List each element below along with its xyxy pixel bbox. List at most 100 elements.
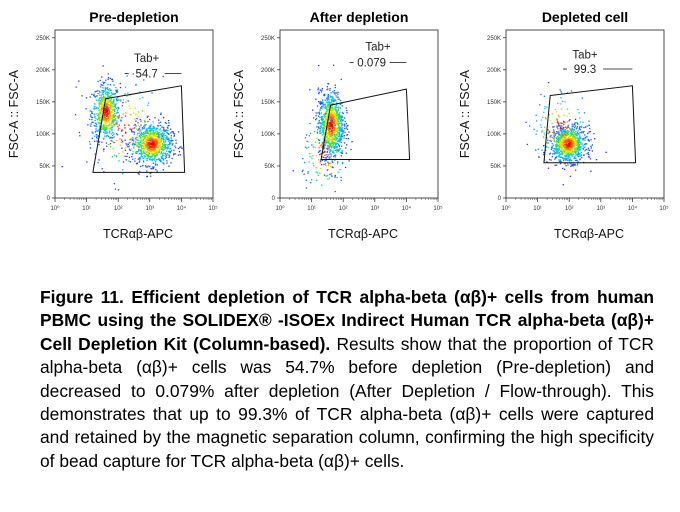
event-dot bbox=[332, 91, 334, 93]
event-dot bbox=[562, 153, 564, 155]
event-dot bbox=[329, 165, 331, 167]
event-dot bbox=[323, 163, 325, 165]
event-dot bbox=[91, 116, 93, 118]
event-dot bbox=[567, 164, 569, 166]
x-tick-label: 10¹ bbox=[82, 206, 91, 212]
event-dot bbox=[556, 151, 558, 153]
event-dot bbox=[557, 132, 559, 134]
event-dot bbox=[158, 158, 161, 161]
event-dot bbox=[330, 129, 333, 131]
event-dot bbox=[547, 146, 549, 149]
event-dot bbox=[322, 128, 324, 130]
event-dot bbox=[587, 149, 589, 151]
event-dot bbox=[332, 138, 334, 140]
event-dot bbox=[90, 114, 92, 116]
event-dot bbox=[144, 145, 147, 147]
event-dot bbox=[313, 165, 315, 167]
event-dot bbox=[557, 128, 559, 130]
event-dot bbox=[137, 139, 139, 142]
event-dot bbox=[145, 132, 147, 134]
event-dot bbox=[576, 135, 578, 137]
event-dot bbox=[163, 116, 165, 119]
event-dot bbox=[115, 139, 117, 142]
event-dot bbox=[560, 139, 562, 141]
event-dot bbox=[564, 140, 566, 142]
event-dot bbox=[334, 147, 336, 149]
event-dot bbox=[338, 116, 340, 118]
event-dot bbox=[102, 84, 104, 87]
event-dot bbox=[576, 164, 579, 166]
event-dot bbox=[100, 104, 102, 106]
event-dot bbox=[104, 104, 106, 107]
event-dot bbox=[336, 142, 338, 144]
event-dot bbox=[320, 112, 322, 114]
event-dot bbox=[78, 131, 80, 134]
event-dot bbox=[549, 136, 551, 138]
event-dot bbox=[322, 121, 324, 123]
event-dot bbox=[104, 126, 107, 128]
event-dot bbox=[558, 123, 560, 125]
event-dot bbox=[326, 137, 328, 139]
event-dot bbox=[572, 134, 574, 136]
event-dot bbox=[164, 129, 166, 131]
event-dot bbox=[146, 141, 148, 143]
event-dot bbox=[153, 132, 155, 134]
event-dot bbox=[330, 134, 332, 137]
event-dot bbox=[106, 100, 108, 102]
event-dot bbox=[315, 98, 317, 100]
event-dot bbox=[333, 156, 335, 158]
event-dot bbox=[322, 131, 324, 133]
event-dot bbox=[572, 136, 575, 138]
y-axis-label: FSC-A :: FSC-A bbox=[232, 69, 246, 158]
event-dot bbox=[122, 161, 125, 163]
event-dot bbox=[556, 145, 558, 147]
event-dot bbox=[559, 139, 561, 141]
event-dot bbox=[148, 153, 151, 155]
event-dot bbox=[117, 129, 119, 131]
event-dot bbox=[339, 129, 341, 131]
event-dot bbox=[102, 91, 104, 94]
event-dot bbox=[160, 113, 162, 115]
event-dot bbox=[151, 141, 153, 143]
event-dot bbox=[558, 146, 561, 148]
event-dot bbox=[303, 173, 305, 175]
event-dot bbox=[162, 137, 165, 139]
event-dot bbox=[577, 143, 579, 146]
event-dot bbox=[559, 133, 561, 135]
event-dot bbox=[563, 144, 565, 147]
event-dot bbox=[320, 91, 323, 93]
event-dot bbox=[157, 133, 159, 135]
event-dot bbox=[331, 130, 333, 132]
event-dot bbox=[306, 134, 308, 136]
event-dot bbox=[327, 142, 330, 144]
event-dot bbox=[166, 147, 168, 149]
event-dot bbox=[116, 91, 119, 93]
event-dot bbox=[562, 132, 564, 135]
event-dot bbox=[577, 123, 579, 125]
event-dot bbox=[104, 107, 106, 110]
event-dot bbox=[331, 98, 333, 100]
event-dot bbox=[112, 148, 114, 150]
event-dot bbox=[102, 103, 104, 105]
event-dot bbox=[326, 89, 328, 91]
event-dot bbox=[560, 127, 562, 129]
event-dot bbox=[332, 133, 334, 135]
event-dot bbox=[590, 145, 592, 147]
event-dot bbox=[85, 97, 88, 99]
event-dot bbox=[560, 90, 562, 93]
event-dot bbox=[61, 166, 63, 168]
event-dot bbox=[309, 155, 311, 158]
event-dot bbox=[158, 149, 160, 151]
event-dot bbox=[553, 151, 556, 153]
event-dot bbox=[323, 113, 325, 116]
event-dot bbox=[104, 90, 106, 92]
event-dot bbox=[540, 126, 542, 128]
event-dot bbox=[104, 81, 106, 84]
event-dot bbox=[334, 108, 336, 110]
y-tick-label: 150K bbox=[261, 100, 275, 106]
event-dot bbox=[584, 150, 586, 152]
event-dot bbox=[336, 133, 338, 135]
event-dot bbox=[325, 106, 328, 109]
event-dot bbox=[319, 109, 321, 111]
event-dot bbox=[139, 141, 142, 143]
